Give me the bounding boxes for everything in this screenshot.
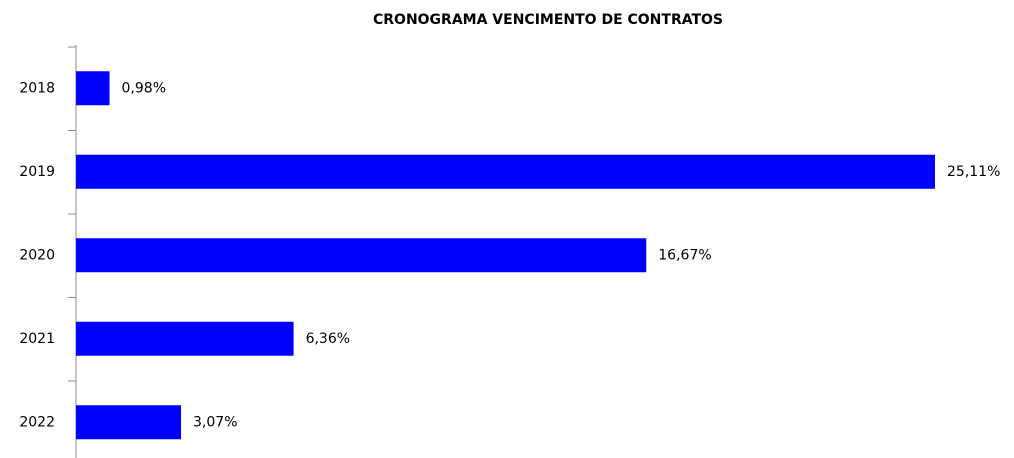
data-label: 25,11%: [947, 164, 1000, 180]
y-tick-label: 2022: [19, 414, 55, 430]
bar: [76, 405, 182, 440]
y-tick-label: 2020: [19, 247, 55, 263]
bar: [76, 321, 294, 356]
data-label: 6,36%: [306, 331, 350, 347]
y-tick-label: 2018: [19, 80, 55, 96]
bar: [76, 238, 647, 273]
bar: [76, 71, 110, 106]
data-label: 16,67%: [658, 247, 711, 263]
data-label: 0,98%: [122, 80, 166, 96]
bar: [76, 154, 935, 189]
chart-title: CRONOGRAMA VENCIMENTO DE CONTRATOS: [373, 12, 723, 28]
y-tick-label: 2019: [19, 164, 55, 180]
data-label: 3,07%: [193, 414, 237, 430]
y-tick-label: 2021: [19, 331, 55, 347]
